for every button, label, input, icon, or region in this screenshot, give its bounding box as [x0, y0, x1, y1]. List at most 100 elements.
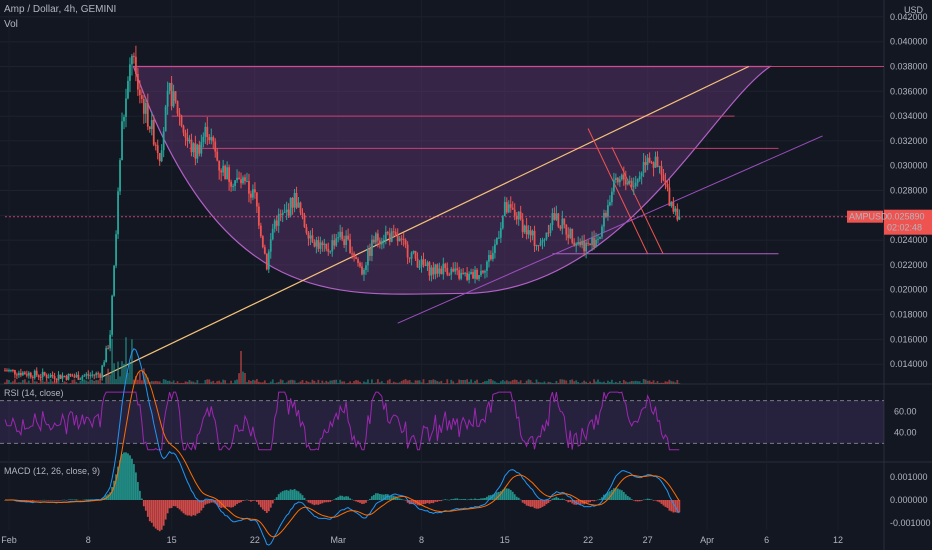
macd-histogram-bar — [374, 493, 377, 500]
macd-histogram-bar — [672, 500, 675, 513]
macd-histogram-bar — [478, 498, 480, 500]
volume-bar — [117, 361, 119, 384]
candle-body — [549, 225, 552, 233]
candle-body — [638, 176, 641, 180]
channel-line-lower — [611, 146, 664, 254]
volume-bar — [93, 381, 96, 384]
volume-bar — [144, 374, 147, 384]
macd-histogram-bar — [204, 500, 207, 505]
volume-bar — [35, 381, 38, 384]
macd-histogram-bar — [242, 500, 244, 501]
candle-body — [313, 242, 316, 247]
volume-bar — [601, 382, 603, 384]
macd-histogram-bar — [63, 499, 66, 501]
volume-bar — [531, 382, 534, 384]
volume-bar — [12, 381, 14, 384]
candle-body — [478, 275, 480, 279]
volume-bar — [363, 381, 365, 384]
macd-histogram-bar — [529, 500, 532, 507]
macd-histogram-bar — [236, 500, 238, 505]
volume-bar — [101, 382, 104, 384]
candle-body — [198, 144, 201, 154]
candle-body — [212, 137, 215, 142]
macd-histogram-bar — [597, 499, 599, 501]
candle-body — [303, 215, 306, 227]
volume-bar — [335, 379, 338, 384]
volume-bar — [174, 382, 177, 384]
volume-bar — [232, 383, 234, 384]
time-tick-label: 22 — [583, 535, 593, 545]
macd-histogram-bar — [495, 492, 498, 500]
candle-body — [255, 192, 258, 207]
rsi-band — [0, 400, 884, 444]
macd-histogram-bar — [488, 495, 490, 500]
volume-bar — [670, 381, 673, 384]
macd-histogram-bar — [664, 500, 667, 507]
candle-body — [486, 261, 488, 271]
macd-histogram-bar — [533, 500, 536, 509]
volume-bar — [275, 382, 278, 384]
volume-bar — [63, 381, 66, 384]
macd-histogram-bar — [240, 500, 242, 503]
candle-body — [571, 228, 574, 243]
macd-histogram-bar — [123, 452, 125, 500]
volume-bar — [533, 383, 536, 384]
candle-body — [424, 264, 427, 266]
candle-body — [355, 257, 357, 259]
candle-body — [374, 233, 377, 243]
candle-body — [553, 213, 556, 220]
candle-body — [622, 174, 625, 180]
time-tick-label: 8 — [86, 535, 91, 545]
volume-bar — [103, 383, 106, 384]
candle-body — [105, 348, 108, 363]
macd-histogram-bar — [232, 500, 234, 508]
macd-histogram-bar — [652, 500, 655, 501]
volume-bar — [238, 373, 240, 384]
volume-bar — [470, 379, 472, 384]
candle-body — [65, 376, 68, 380]
candle-body — [648, 157, 651, 163]
volume-bar — [609, 381, 611, 384]
macd-histogram-bar — [402, 499, 405, 501]
candle-body — [297, 202, 300, 208]
macd-histogram-bar — [57, 500, 60, 501]
candle-body — [216, 151, 219, 161]
ticker-label: AMPUSD — [849, 212, 888, 222]
macd-histogram-bar — [551, 498, 554, 500]
symbol-title: Amp / Dollar, 4h, GEMINI — [4, 4, 117, 15]
macd-histogram-bar — [194, 500, 197, 516]
macd-histogram-bar — [517, 497, 520, 500]
volume-bar — [400, 380, 403, 384]
candle-body — [6, 370, 8, 372]
volume-bar — [8, 379, 10, 384]
macd-histogram-bar — [73, 499, 76, 501]
volume-bar — [589, 381, 591, 384]
macd-histogram-bar — [486, 496, 488, 500]
volume-bar — [378, 382, 381, 384]
macd-histogram-bar — [426, 500, 429, 503]
volume-bar — [480, 383, 482, 384]
macd-histogram-bar — [271, 500, 274, 504]
macd-histogram-bar — [376, 493, 379, 500]
volume-bar — [503, 381, 506, 384]
candle-body — [444, 263, 447, 268]
volume-bar — [440, 380, 443, 384]
macd-histogram-bar — [293, 489, 296, 500]
candle-body — [162, 131, 165, 151]
macd-histogram-bar — [55, 500, 58, 501]
macd-histogram-bar — [668, 500, 671, 511]
macd-histogram-bar — [329, 500, 332, 502]
volume-bar — [456, 382, 459, 384]
candle-body — [666, 184, 669, 188]
candle-body — [626, 182, 629, 185]
macd-histogram-bar — [565, 500, 568, 501]
macd-histogram-bar — [39, 500, 42, 501]
volume-bar — [539, 382, 542, 384]
candle-body — [140, 95, 143, 99]
candle-body — [136, 74, 139, 90]
candle-body — [49, 374, 52, 378]
macd-histogram-bar — [275, 497, 278, 500]
macd-histogram-bar — [321, 500, 324, 504]
macd-histogram-bar — [71, 499, 74, 500]
